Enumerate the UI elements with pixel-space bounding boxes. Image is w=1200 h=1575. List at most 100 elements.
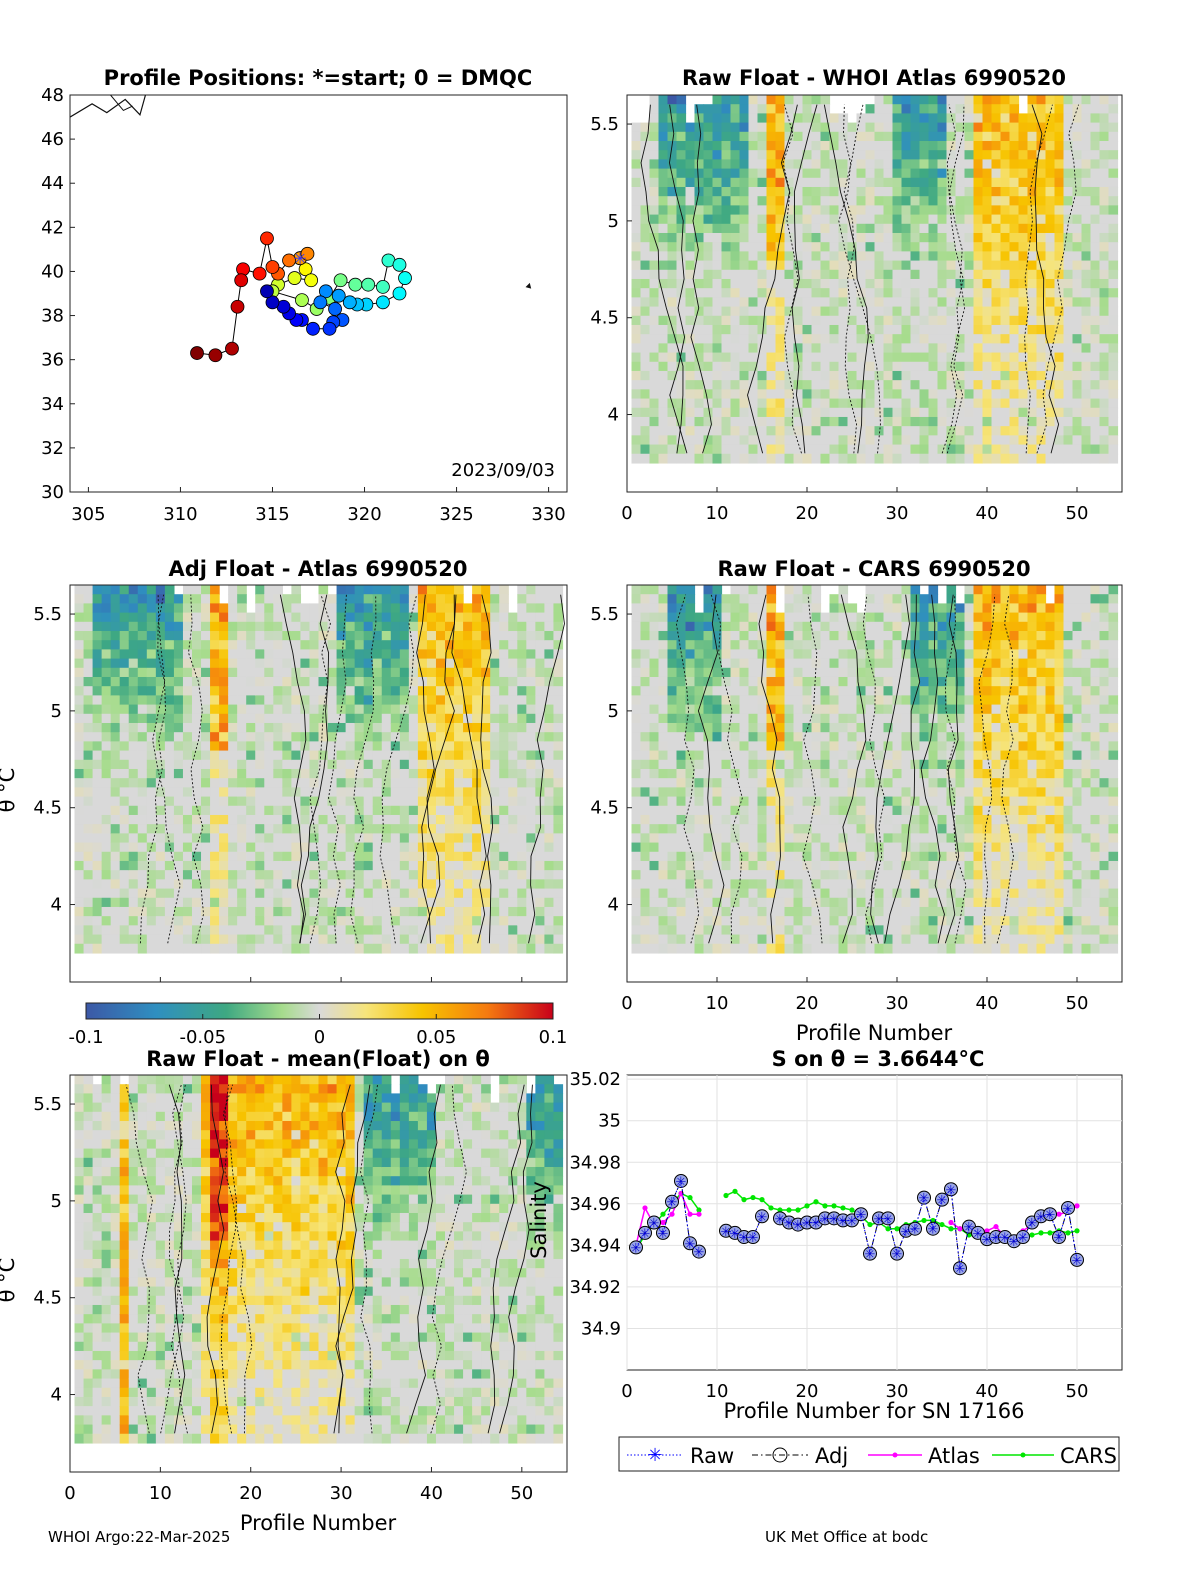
- heatmap-cell: [517, 750, 527, 761]
- heatmap-cell: [1108, 214, 1119, 225]
- heatmap-cell: [658, 612, 669, 623]
- heatmap-cell: [182, 686, 193, 696]
- heatmap-cell: [535, 667, 546, 678]
- heatmap-cell: [640, 814, 651, 825]
- contour-panel-adj-atlas: Adj Float - Atlas 6990520 44.555.5 θ °C: [0, 557, 568, 983]
- heatmap-cell: [155, 814, 166, 825]
- heatmap-cell: [291, 860, 302, 871]
- heatmap-cell: [282, 778, 292, 788]
- map-frame: [69, 94, 568, 493]
- heatmap-cell: [490, 612, 500, 623]
- heatmap-cell: [318, 796, 329, 807]
- heatmap-cell: [910, 334, 921, 344]
- heatmap-cell: [658, 407, 669, 418]
- heatmap-cell: [649, 205, 660, 216]
- heatmap-cell: [1045, 453, 1056, 464]
- heatmap-cell: [658, 232, 669, 243]
- heatmap-cell: [237, 667, 247, 678]
- heatmap-cell: [892, 150, 903, 160]
- heatmap-cell: [435, 805, 446, 816]
- heatmap-cell: [128, 612, 139, 623]
- heatmap-cell: [712, 361, 723, 372]
- heatmap-cell: [928, 426, 939, 436]
- heatmap-cell: [381, 925, 392, 936]
- heatmap-cell: [1072, 407, 1083, 418]
- heatmap-cell: [1081, 260, 1092, 271]
- heatmap-cell: [363, 704, 374, 715]
- heatmap-cell: [766, 232, 777, 243]
- heatmap-cell: [454, 658, 464, 669]
- heatmap-cell: [499, 768, 509, 779]
- heatmap-cell: [676, 649, 687, 660]
- heatmap-cell: [1108, 260, 1119, 271]
- heatmap-cell: [155, 686, 166, 696]
- heatmap-cell: [766, 113, 777, 124]
- heatmap-cell: [649, 352, 660, 363]
- heatmap-cell: [712, 380, 723, 390]
- heatmap-cell: [685, 649, 696, 660]
- heatmap-cell: [640, 352, 651, 363]
- heatmap-cell: [1018, 122, 1029, 133]
- heatmap-cell: [472, 824, 482, 834]
- heatmap-cell: [874, 407, 885, 418]
- heatmap-cell: [829, 251, 840, 262]
- heatmap-cell: [658, 168, 669, 179]
- heatmap-cell: [1108, 343, 1119, 354]
- heatmap-cell: [255, 870, 265, 880]
- heatmap-cell: [173, 879, 184, 890]
- heatmap-cell: [291, 851, 302, 862]
- heatmap-cell: [919, 260, 930, 271]
- heatmap-cell: [856, 288, 867, 298]
- heatmap-cell: [793, 352, 804, 363]
- heatmap-cell: [544, 603, 555, 614]
- heatmap-cell: [712, 370, 723, 381]
- heatmap-cell: [766, 435, 777, 446]
- heatmap-cell: [1018, 444, 1029, 455]
- heatmap-cell: [92, 686, 103, 696]
- heatmap-cell: [1081, 168, 1092, 179]
- heatmap-cell: [712, 113, 723, 124]
- heatmap-cell: [1063, 389, 1074, 400]
- heatmap-cell: [703, 621, 714, 632]
- heatmap-cell: [1018, 380, 1029, 390]
- heatmap-cell: [318, 805, 329, 816]
- heatmap-cell: [345, 594, 356, 604]
- heatmap-cell: [910, 113, 921, 124]
- heatmap-cell: [703, 113, 714, 124]
- heatmap-cell: [847, 159, 858, 170]
- heatmap-cell: [228, 759, 238, 770]
- heatmap-cell: [667, 603, 678, 614]
- heatmap-cell: [766, 380, 777, 390]
- heatmap-cell: [982, 315, 993, 326]
- heatmap-cell: [667, 778, 678, 788]
- heatmap-cell: [1099, 177, 1110, 188]
- heatmap-cell: [685, 131, 696, 142]
- heatmap-cell: [426, 842, 437, 853]
- axes-adj-atlas: 44.555.5: [33, 604, 523, 982]
- heatmap-cell: [721, 278, 732, 289]
- heatmap-cell: [291, 658, 302, 669]
- xtick-label: 50: [1066, 503, 1089, 524]
- heatmap-cell: [748, 676, 759, 687]
- heatmap-cell: [640, 658, 651, 669]
- heatmap-cell: [793, 214, 804, 225]
- heatmap-cell: [901, 159, 912, 170]
- heatmap-cell: [273, 879, 283, 890]
- heatmap-cell: [1036, 380, 1047, 390]
- heatmap-cell: [766, 352, 777, 363]
- heatmap-cell: [490, 713, 500, 724]
- heatmap-cell: [318, 658, 329, 669]
- heatmap-cell: [694, 888, 705, 899]
- heatmap-cell: [901, 334, 912, 344]
- heatmap-cell: [146, 732, 157, 742]
- heatmap-cell: [685, 251, 696, 262]
- heatmap-cell: [730, 842, 741, 853]
- heatmap-cell: [1045, 140, 1056, 151]
- heatmap-cell: [946, 122, 957, 133]
- heatmap-cell: [237, 722, 247, 733]
- heatmap-cell: [667, 435, 678, 446]
- heatmap-cell: [721, 444, 732, 455]
- heatmap-cell: [381, 943, 392, 954]
- heatmap-cell: [865, 288, 876, 298]
- heatmap-cell: [119, 879, 130, 890]
